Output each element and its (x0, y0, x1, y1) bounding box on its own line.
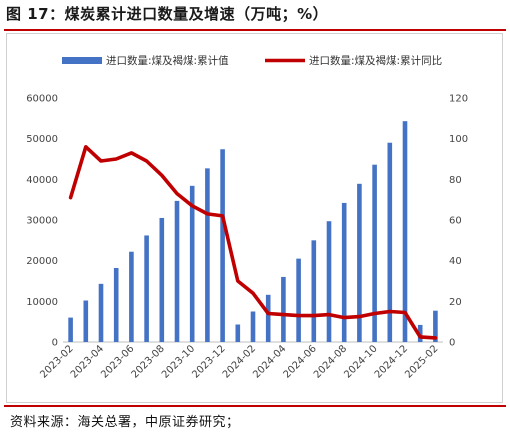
source-note: 资料来源：海关总署，中原证券研究； (10, 415, 240, 430)
legend-label-bar: 进口数量:煤及褐煤:累计值 (106, 54, 229, 67)
bar (387, 142, 393, 342)
y-right-tick-label: 40 (449, 256, 462, 267)
bar (265, 294, 271, 342)
line-series (68, 145, 438, 340)
bar-series (68, 121, 438, 343)
bar (205, 168, 210, 342)
bar (98, 283, 104, 342)
source-rule (4, 405, 506, 407)
bar (357, 183, 362, 342)
x-tick-label: 2025-02 (403, 343, 440, 380)
y-left-tick-label: 50000 (26, 134, 58, 145)
axes: 0 10000 20000 30000 40000 50000 60000 0 20 40 60 80… (26, 94, 468, 381)
legend-swatch-bar (62, 57, 102, 64)
bar (220, 149, 225, 342)
bar (417, 324, 423, 342)
figure-title: 图 17：煤炭累计进口数量及增速（万吨；%） (6, 5, 329, 23)
y-left-tick-label: 0 (52, 338, 58, 349)
chart-frame: 0 10000 20000 30000 40000 50000 60000 0 20 40 60 80… (6, 33, 503, 403)
y-right-tick-label: 0 (449, 338, 455, 349)
y-left-tick-label: 10000 (26, 297, 58, 308)
bar (189, 185, 195, 342)
y-left-tick-label: 60000 (26, 94, 58, 105)
title-rule (4, 29, 506, 31)
bar (250, 311, 256, 342)
legend-label-line: 进口数量:煤及褐煤:累计同比 (309, 54, 442, 67)
y-left-tick-label: 30000 (26, 216, 58, 227)
y-right-tick-label: 80 (449, 175, 462, 186)
bar (433, 310, 438, 342)
y-right-tick-label: 100 (449, 134, 468, 145)
bar (129, 251, 134, 342)
bar (281, 276, 286, 342)
y-right-tick-label: 60 (449, 216, 462, 227)
bar (296, 258, 301, 342)
chart-svg: 0 10000 20000 30000 40000 50000 60000 0 20 40 60 80… (26, 54, 468, 381)
bar (113, 267, 119, 342)
bar (83, 300, 89, 342)
y-left-tick-label: 40000 (26, 175, 58, 186)
yoy-line (68, 145, 438, 340)
bar (235, 324, 241, 342)
bar (159, 217, 165, 342)
y-right-tick-label: 20 (449, 297, 462, 308)
y-left-tick-label: 20000 (26, 256, 58, 267)
bar (144, 235, 149, 342)
bar (326, 221, 332, 342)
bar (402, 121, 408, 343)
bar (311, 240, 317, 342)
y-right-tick-label: 120 (449, 94, 468, 105)
bar (68, 317, 73, 342)
bar (372, 164, 377, 342)
bar (174, 200, 180, 342)
bar (341, 202, 347, 342)
legend: 进口数量:煤及褐煤:累计值 进口数量:煤及褐煤:累计同比 (62, 54, 442, 67)
